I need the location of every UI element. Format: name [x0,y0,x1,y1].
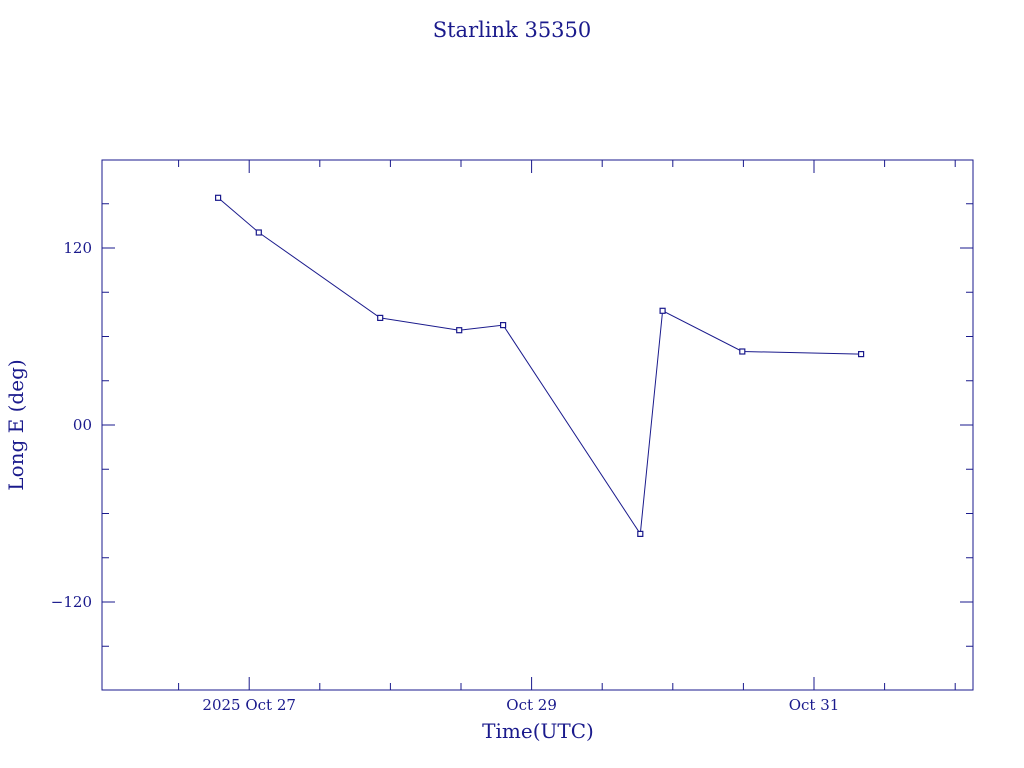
x-tick-label: Oct 31 [789,696,840,714]
y-tick-label: 00 [73,416,92,434]
y-axis-label: Long E (deg) [4,359,28,490]
y-tick-label: −120 [51,593,92,611]
y-tick-label: 120 [63,239,92,257]
tick-labels: 2025 Oct 27 Oct 29 Oct 31 120 00 −120 [51,239,840,714]
data-points [215,194,865,538]
data-point [456,327,463,334]
axis-ticks [102,160,973,690]
data-point [377,314,384,321]
plot-frame [101,159,974,691]
chart-title: Starlink 35350 [433,18,592,42]
x-tick-label: 2025 Oct 27 [202,696,296,714]
series-line [217,197,862,536]
x-axis-label: Time(UTC) [482,719,594,743]
data-point [739,348,746,355]
data-point [659,307,666,314]
data-point [637,530,644,538]
data-point [215,194,222,201]
data-point [500,322,507,329]
data-point [255,229,262,236]
x-tick-label: Oct 29 [506,696,557,714]
data-point [857,351,865,358]
